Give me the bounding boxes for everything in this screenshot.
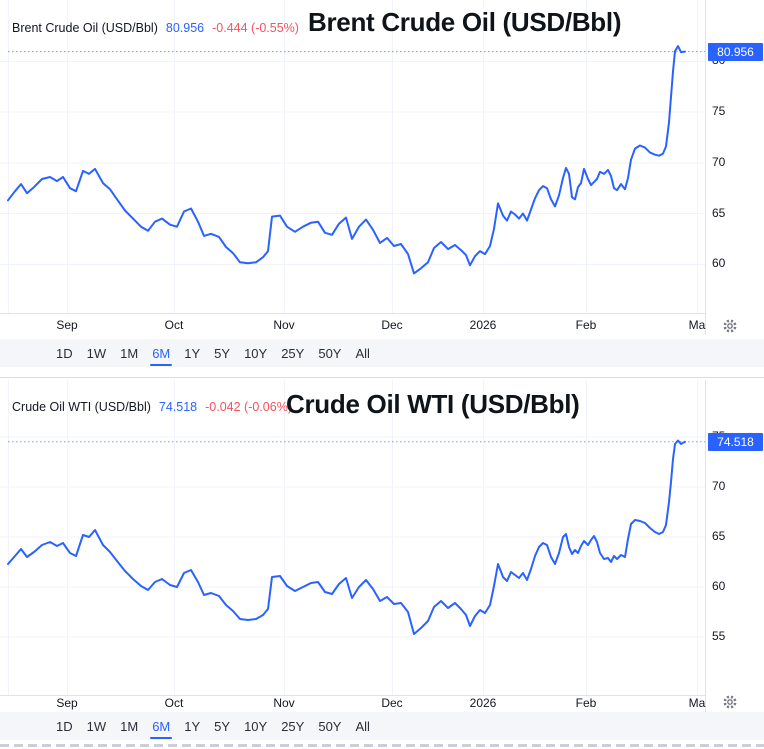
range-button-1m[interactable]: 1M — [120, 345, 139, 361]
legend: Brent Crude Oil (USD/Bbl) 80.956 -0.444 … — [12, 21, 299, 35]
x-axis-label: Feb — [575, 696, 597, 710]
x-axis-label: Dec — [381, 696, 403, 710]
y-axis-label: 65 — [712, 206, 726, 220]
y-axis-label: 70 — [712, 479, 726, 493]
x-axis-label: Ma — [688, 696, 706, 710]
next-widget-edge — [0, 744, 764, 747]
x-axis-label: Ma — [688, 318, 706, 332]
range-toolbar: 1D 1W 1M 6M 1Y 5Y 10Y 25Y 50Y All — [0, 712, 764, 740]
settings-gear-icon[interactable] — [722, 694, 738, 710]
legend-symbol[interactable]: Crude Oil WTI (USD/Bbl) — [12, 400, 151, 414]
wti-chart-widget: Crude Oil WTI (USD/Bbl) 74.518 -0.042 (-… — [0, 380, 764, 749]
x-axis-label: Nov — [273, 696, 295, 710]
chart-title: Crude Oil WTI (USD/Bbl) — [286, 389, 580, 419]
x-axis-label: Oct — [164, 318, 184, 332]
range-button-50y[interactable]: 50Y — [318, 718, 342, 734]
range-button-5y[interactable]: 5Y — [214, 345, 231, 361]
range-button-all[interactable]: All — [355, 718, 370, 734]
range-toolbar: 1D 1W 1M 6M 1Y 5Y 10Y 25Y 50Y All — [0, 339, 764, 367]
range-button-1d[interactable]: 1D — [56, 345, 73, 361]
x-axis-label: Sep — [56, 696, 78, 710]
widget-divider — [0, 377, 764, 378]
price-scale-border — [705, 0, 706, 335]
legend-change: -0.444 (-0.55%) — [212, 21, 299, 35]
wti-chart-canvas[interactable] — [0, 380, 706, 697]
range-button-1m[interactable]: 1M — [120, 718, 139, 734]
x-axis-label: 2026 — [469, 696, 497, 710]
x-axis-label: Oct — [164, 696, 184, 710]
range-button-1y[interactable]: 1Y — [184, 718, 201, 734]
y-axis-label: 60 — [712, 579, 726, 593]
x-axis-label: Feb — [575, 318, 597, 332]
brent-chart-canvas[interactable] — [0, 0, 706, 315]
x-axis-label: 2026 — [469, 318, 497, 332]
legend-last-price: 74.518 — [158, 400, 198, 414]
x-axis-label: Dec — [381, 318, 403, 332]
range-button-1w[interactable]: 1W — [86, 345, 107, 361]
price-scale-border — [705, 380, 706, 712]
x-axis: Sep Oct Nov Dec 2026 Feb Ma — [0, 695, 710, 712]
y-axis-label: 55 — [712, 629, 726, 643]
y-axis-label: 75 — [712, 104, 726, 118]
range-button-6m[interactable]: 6M — [150, 345, 173, 366]
settings-gear-icon[interactable] — [722, 318, 738, 334]
legend: Crude Oil WTI (USD/Bbl) 74.518 -0.042 (-… — [12, 400, 292, 414]
y-axis-label: 60 — [712, 256, 726, 270]
legend-last-price: 80.956 — [165, 21, 205, 35]
price-series-line — [7, 45, 686, 275]
brent-chart-widget: Brent Crude Oil (USD/Bbl) 80.956 -0.444 … — [0, 0, 764, 367]
x-axis-label: Sep — [56, 318, 78, 332]
x-axis: Sep Oct Nov Dec 2026 Feb Ma — [0, 317, 710, 334]
legend-change: -0.042 (-0.06%) — [205, 400, 292, 414]
y-axis-label: 65 — [712, 529, 726, 543]
range-button-5y[interactable]: 5Y — [214, 718, 231, 734]
range-button-6m[interactable]: 6M — [150, 718, 173, 739]
range-button-50y[interactable]: 50Y — [318, 345, 342, 361]
last-price-badge: 74.518 — [708, 433, 763, 451]
y-axis-label: 70 — [712, 155, 726, 169]
range-button-all[interactable]: All — [355, 345, 370, 361]
x-axis-label: Nov — [273, 318, 295, 332]
range-button-25y[interactable]: 25Y — [281, 718, 305, 734]
range-button-25y[interactable]: 25Y — [281, 345, 305, 361]
chart-title: Brent Crude Oil (USD/Bbl) — [308, 7, 622, 37]
range-button-1w[interactable]: 1W — [86, 718, 107, 734]
range-button-10y[interactable]: 10Y — [244, 345, 268, 361]
legend-symbol[interactable]: Brent Crude Oil (USD/Bbl) — [12, 21, 158, 35]
range-button-1d[interactable]: 1D — [56, 718, 73, 734]
range-button-1y[interactable]: 1Y — [184, 345, 201, 361]
price-series-line — [7, 439, 686, 635]
last-price-badge: 80.956 — [708, 43, 763, 61]
range-button-10y[interactable]: 10Y — [244, 718, 268, 734]
